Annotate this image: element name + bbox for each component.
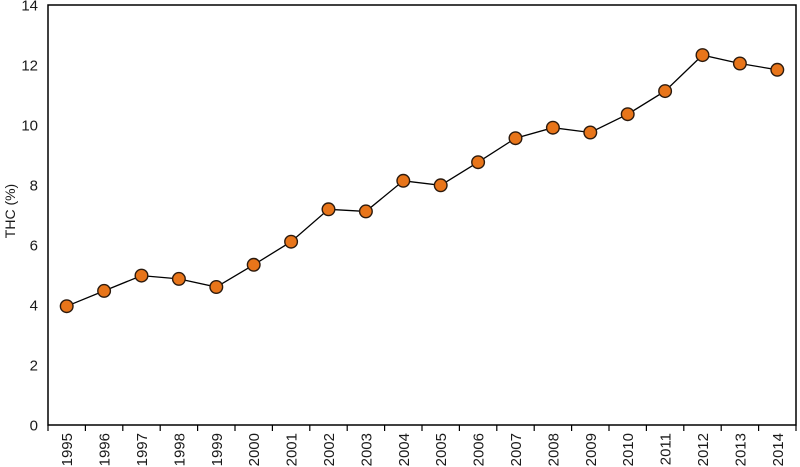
x-tick-label: 2004 [396,433,413,466]
y-tick-label: 8 [30,178,38,195]
x-tick-label: 2014 [770,433,787,466]
x-tick-label: 1998 [171,433,188,466]
data-point [396,173,411,188]
x-tick-label: 2008 [545,433,562,466]
x-tick-label: 2011 [658,433,675,465]
x-tick-label: 2012 [695,433,712,466]
x-tick-label: 2002 [321,433,338,466]
data-point [770,62,785,77]
x-tick-label: 1995 [59,433,76,466]
x-tick-label: 2005 [433,433,450,466]
data-point [695,48,710,63]
y-axis-title: THC (%) [2,183,18,239]
x-tick-label: 2009 [583,433,600,466]
data-point [321,202,336,217]
data-point [209,280,224,295]
data-point [358,204,373,219]
data-point [171,271,186,286]
data-point [97,283,112,298]
x-tick-label: 1997 [134,433,151,466]
y-tick-label: 4 [30,298,38,315]
x-tick-label: 2010 [620,433,637,466]
data-point [59,299,74,314]
y-tick-label: 12 [21,58,38,75]
data-point [658,84,673,99]
x-tick-label: 2000 [246,433,263,466]
data-point [583,125,598,140]
y-tick-label: 14 [21,0,38,15]
x-tick-label: 2006 [471,433,488,466]
y-tick-label: 2 [30,358,38,375]
x-tick-label: 2003 [358,433,375,466]
y-tick-label: 0 [30,418,38,435]
data-point [545,120,560,135]
plot-border [47,4,797,426]
data-point [620,107,635,122]
x-tick-label: 2001 [284,433,301,466]
data-point [471,155,486,170]
x-tick-label: 2007 [508,433,525,466]
x-tick-label: 1996 [97,433,114,466]
y-tick-label: 10 [21,118,38,135]
x-tick-label: 2013 [732,433,749,466]
data-point [284,234,299,249]
data-point [134,268,149,283]
data-point [246,257,261,272]
data-point [732,56,747,71]
x-tick-label: 1999 [209,433,226,466]
data-point [433,178,448,193]
data-point [508,131,523,146]
y-tick-label: 6 [30,238,38,255]
